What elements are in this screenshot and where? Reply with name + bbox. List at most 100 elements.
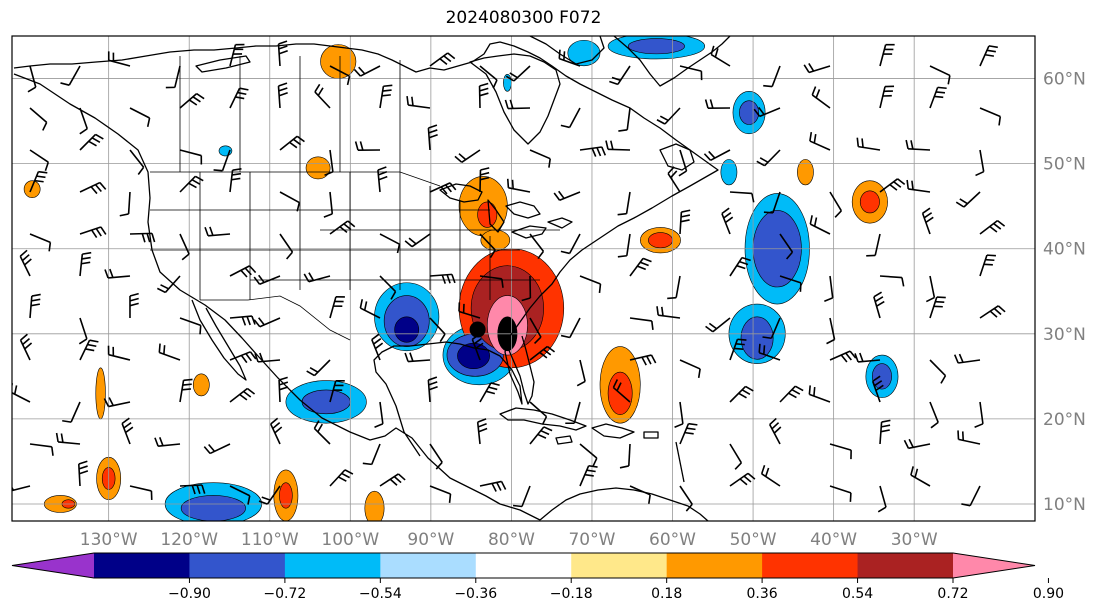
greenland-coastline: [613, 36, 731, 87]
wind-barb-123: [179, 317, 202, 335]
colorbar-label-9: 0.90: [1033, 586, 1064, 602]
wind-barb-81: [79, 226, 107, 239]
wind-barb-40: [29, 149, 50, 171]
wind-barb-35: [753, 106, 781, 118]
wind-barb-148: [404, 352, 431, 363]
wind-barb-127: [359, 299, 381, 319]
wind-barb-104: [229, 265, 257, 278]
wind-barb-161: [62, 401, 81, 423]
wind-barb-124: [229, 315, 256, 326]
colorbar-label-4: −0.18: [550, 586, 593, 602]
wind-barb-116: [824, 275, 834, 302]
wind-barb-153: [679, 359, 701, 378]
colorbar-label-8: 0.72: [937, 586, 968, 602]
wind-barb-165: [278, 376, 289, 403]
field-contour-18: [192, 373, 210, 397]
wind-barb-17: [879, 43, 895, 67]
wind-barb-34: [704, 99, 731, 109]
wind-barb-71: [553, 190, 581, 201]
wind-barb-23: [179, 92, 205, 109]
wind-barb-79: [955, 191, 981, 208]
colorbar-label-7: 0.54: [842, 586, 873, 602]
lat-label-4: 20°N: [1043, 410, 1086, 430]
wind-barb-80: [29, 233, 52, 252]
wind-barb-132: [629, 317, 654, 330]
wind-barb-160: [12, 383, 31, 403]
wind-barb-98: [921, 207, 934, 235]
wind-barb-207: [379, 473, 406, 487]
wind-barb-19: [979, 45, 998, 67]
colorbar-label-1: −0.72: [263, 586, 306, 602]
wind-barb-114: [729, 256, 751, 277]
lat-label-0: 60°N: [1043, 70, 1086, 90]
wind-barb-7: [353, 65, 381, 77]
wind-barb-154: [729, 338, 747, 361]
wind-barb-93: [679, 209, 691, 235]
wind-barb-53: [678, 149, 688, 177]
wind-barb-107: [379, 275, 397, 300]
wind-barb-130: [529, 317, 542, 344]
wind-barb-62: [119, 191, 131, 217]
wind-barb-44: [213, 149, 231, 172]
wind-barb-4: [229, 43, 245, 67]
wind-barb-102: [104, 268, 131, 279]
wind-barb-171: [565, 401, 581, 425]
wind-barb-182: [121, 417, 134, 445]
wind-barb-1: [60, 65, 81, 86]
wind-barb-180: [29, 443, 54, 456]
colorbar-bin-3: [380, 553, 477, 578]
wind-barb-6: [329, 65, 351, 86]
wind-barb-12: [609, 65, 631, 86]
colorbar-bin-5: [571, 553, 668, 578]
field-contour-17: [95, 367, 106, 420]
puerto-rico-coastline: [643, 431, 659, 439]
wind-barb-133: [656, 306, 681, 319]
wind-barb-28: [406, 96, 431, 109]
wind-barb-143: [158, 343, 181, 361]
wind-barb-190: [529, 426, 553, 445]
wind-barb-58: [905, 139, 931, 151]
wind-barb-197: [879, 419, 891, 445]
lat-label-5: 10°N: [1043, 495, 1086, 515]
wind-barb-111: [579, 275, 602, 294]
wind-barb-208: [429, 485, 452, 503]
wind-barb-105: [253, 274, 281, 285]
wind-barb-16: [803, 63, 831, 74]
field-contour-41: [279, 482, 293, 509]
wind-barb-20: [29, 107, 48, 131]
location-marker: [469, 321, 486, 338]
wind-barb-173: [674, 401, 684, 428]
wind-barb-170: [529, 401, 548, 425]
wind-barb-38: [929, 86, 947, 109]
wind-barb-155: [758, 343, 781, 361]
lon-label-7: 60°W: [649, 530, 696, 550]
wind-barb-163: [179, 378, 193, 403]
wind-barb-50: [529, 149, 551, 168]
wind-barb-42: [129, 149, 145, 175]
colorbar-outline: [11, 552, 1036, 579]
wind-barb-52: [605, 140, 631, 151]
wind-barb-187: [362, 443, 381, 466]
lon-label-1: 120°W: [160, 530, 218, 550]
wind-barb-134: [705, 317, 731, 333]
wind-barb-205: [258, 485, 281, 505]
wind-barb-112: [629, 257, 652, 277]
field-contour-21: [305, 156, 331, 180]
wind-barb-141: [79, 339, 99, 361]
wind-barb-75: [763, 191, 781, 214]
great-lakes-coastline: [439, 183, 573, 239]
wind-barb-95: [779, 233, 794, 260]
colorbar-label-3: −0.36: [454, 586, 497, 602]
wind-barb-106: [303, 272, 331, 283]
wind-barb-118: [925, 275, 936, 303]
wind-barb-142: [107, 345, 131, 361]
wind-barb-109: [479, 275, 504, 288]
wind-barb-22: [129, 107, 151, 127]
us-canada-border: [150, 171, 441, 187]
wind-barb-135: [762, 317, 781, 340]
wind-barb-199: [957, 430, 981, 445]
wind-barb-91: [560, 233, 581, 255]
wind-barb-177: [871, 375, 884, 403]
wind-barb-214: [729, 472, 756, 487]
lon-label-10: 30°W: [891, 530, 938, 550]
